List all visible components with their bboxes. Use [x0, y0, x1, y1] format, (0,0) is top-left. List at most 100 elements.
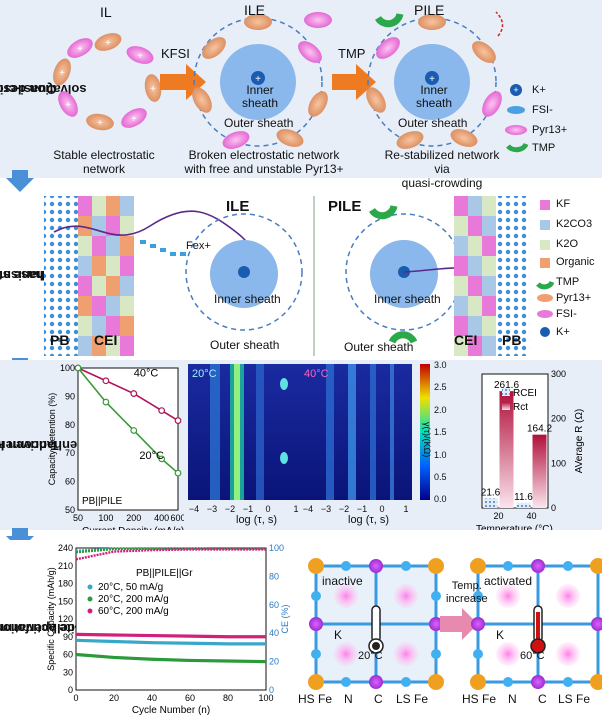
- legend-tmp-2: TMP: [556, 276, 580, 288]
- legend-marker: [87, 596, 93, 602]
- legend-rct: Rct: [513, 402, 528, 413]
- x-tick-label: 20: [109, 693, 119, 703]
- drt-xlabel-left: log (τ, s): [236, 514, 278, 526]
- x-tick-label: 20: [493, 511, 503, 521]
- label-20c: 20°C: [139, 450, 164, 462]
- svg-text:1: 1: [403, 504, 408, 514]
- legend-tmp: TMP: [532, 142, 556, 154]
- lattice-activated: [470, 558, 602, 690]
- svg-text:0: 0: [379, 504, 384, 514]
- legend-fsi: FSI-: [532, 104, 553, 116]
- lattice-diagram: [308, 558, 602, 690]
- pile-title: PILE: [414, 2, 445, 18]
- svg-text:+: +: [59, 68, 65, 79]
- retention-xlabel: Current Density (mA/g): [82, 526, 184, 530]
- pile-title-2: PILE: [328, 198, 362, 215]
- svg-text:−1: −1: [357, 504, 367, 514]
- y-tick-label: 30: [63, 667, 73, 677]
- resistance-ylabel: AVerage R (Ω): [574, 409, 585, 474]
- down-arrow-icon: [6, 170, 34, 192]
- temp-high-label: 60°C: [520, 650, 545, 662]
- y-tick-label: 100: [60, 363, 75, 373]
- legend-k2o: K2O: [556, 238, 579, 250]
- cei-label-right: CEI: [454, 332, 478, 348]
- lattice-inactive: [308, 558, 444, 690]
- y-tick-label: 240: [58, 543, 73, 553]
- site-k-label-right: K: [496, 628, 505, 642]
- y-tick-label: 50: [65, 505, 75, 515]
- y-tick-label: 60: [65, 477, 75, 487]
- pile-inner-sheath: Inner sheath: [415, 83, 453, 110]
- svg-text:−3: −3: [207, 504, 217, 514]
- inactive-label: inactive: [322, 574, 363, 588]
- tmp-label: TMP: [338, 46, 366, 61]
- cei-grid-left: [78, 196, 134, 356]
- x-tick-label: 50: [73, 513, 83, 523]
- band-interphase: Interphase stabilizationmechanism: [0, 192, 602, 358]
- drt-xlabel-right: log (τ, s): [348, 514, 390, 526]
- x-tick-label: 40: [147, 693, 157, 703]
- band-label: T-driven kineticsenhancement: [0, 438, 77, 453]
- capacity-series: [75, 652, 267, 664]
- y-tick-label: 300: [551, 369, 566, 379]
- y-tick-label: 100: [551, 458, 566, 468]
- cycling-ylabel: Specific Capacity (mAh/g): [46, 567, 56, 671]
- data-point: [102, 377, 110, 385]
- data-point: [174, 469, 182, 477]
- legend-entry: 20°C, 50 mA/g: [98, 582, 163, 593]
- svg-text:+: +: [429, 74, 435, 85]
- interphase-diagram: [44, 196, 555, 356]
- ile-outer-sheath-2: Outer sheath: [210, 338, 280, 352]
- pb-label-left: PB: [50, 332, 70, 348]
- bar-value-label: 164.2: [527, 424, 552, 435]
- svg-text:−2: −2: [225, 504, 235, 514]
- legend-swatch-rcei: [502, 388, 510, 396]
- data-point: [130, 427, 138, 434]
- bar-rcei: [516, 502, 531, 508]
- kfsi-label: KFSI: [161, 46, 190, 61]
- x-tick-label: 400: [154, 513, 169, 523]
- temp-low-label: 20°C: [358, 650, 383, 662]
- x-tick-label: 100: [258, 693, 273, 703]
- drt-peaks-20: [210, 364, 288, 500]
- band-label: Site activation-enhancedfull cell perfor…: [0, 621, 99, 636]
- bar-rcei: [483, 498, 498, 508]
- site-k-label-left: K: [334, 628, 343, 642]
- ile-inner-sheath-2: Inner sheath: [214, 292, 281, 306]
- retention-chart: 50 60 70 80 90 100 50 100 200 400 600 40°C 20°C PB||P…: [47, 363, 184, 530]
- ile-sheath: +: [192, 12, 332, 149]
- y-tick-label: 0: [68, 685, 73, 695]
- legend-k: K+: [532, 84, 546, 96]
- svg-text:−4: −4: [303, 504, 313, 514]
- svg-text:+: +: [513, 85, 518, 95]
- y-tick-label: 150: [58, 596, 73, 606]
- cei-grid-right: [454, 196, 496, 356]
- lattice-label-lsfe-r: LS Fe: [558, 692, 591, 706]
- data-point: [74, 364, 82, 372]
- x-tick-label: 40: [526, 511, 536, 521]
- svg-text:+: +: [131, 114, 137, 125]
- lattice-label-c-l: C: [374, 692, 383, 706]
- pile-sheath: +: [366, 11, 504, 149]
- legend-swatch-rct: [502, 402, 510, 410]
- legend-panel2: [536, 200, 555, 337]
- x-tick-label: 80: [223, 693, 233, 703]
- y-tick-label: 120: [58, 614, 73, 624]
- cbar-tick-0: 3.0: [434, 360, 447, 370]
- drt-heatmap: −4 −3 −2 −1 0 1 −4 −3 −2 −1 0 1: [188, 364, 430, 514]
- legend-marker: [87, 608, 93, 614]
- drt-label-40: 40°C: [304, 368, 329, 380]
- svg-text:+: +: [77, 44, 83, 55]
- bar-value-label: 261.6: [494, 380, 519, 391]
- lattice-label-lsfe-l: LS Fe: [396, 692, 429, 706]
- fe-dissolution: [140, 240, 186, 256]
- ile-title-2: ILE: [226, 198, 250, 215]
- y2-tick-label: 20: [269, 657, 279, 667]
- svg-text:+: +: [97, 118, 103, 129]
- svg-text:+: +: [137, 51, 143, 62]
- svg-text:−4: −4: [189, 504, 199, 514]
- y-tick-label: 180: [58, 579, 73, 589]
- cycling-title: PB||PILE||Gr: [136, 568, 193, 579]
- il-caption: Stable electrostatic network: [53, 148, 155, 176]
